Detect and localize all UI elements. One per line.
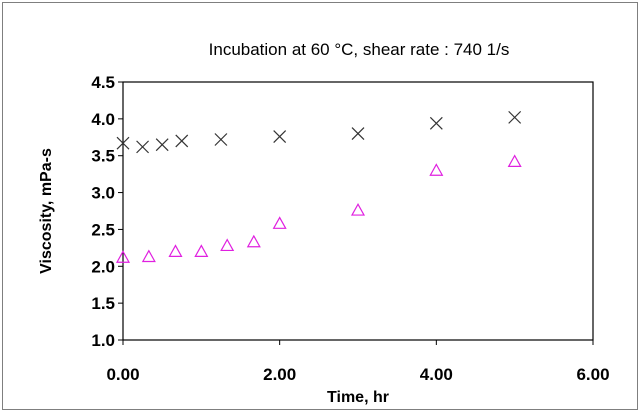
scatter-chart: Incubation at 60 °C, shear rate : 740 1/… [38, 40, 610, 406]
data-point-cross [508, 110, 522, 124]
x-tick-label: 4.00 [420, 365, 453, 384]
y-tick-label: 1.5 [91, 294, 115, 313]
data-point-triangle [246, 234, 261, 248]
data-point-cross [175, 134, 189, 148]
x-tick-label: 0.00 [106, 365, 139, 384]
x-axis-label: Time, hr [327, 389, 389, 406]
data-point-triangle [141, 249, 156, 263]
data-point-cross [214, 133, 228, 146]
data-point-cross [351, 127, 365, 141]
y-axis-ticks: 1.0 1.5 2.0 2.5 3.0 3.5 4.0 4.5 [91, 73, 123, 350]
chart-title: Incubation at 60 °C, shear rate : 740 1/… [209, 40, 510, 59]
data-points [115, 110, 522, 263]
y-tick-label: 4.5 [91, 73, 115, 92]
y-tick-label: 1.0 [91, 331, 115, 350]
data-point-cross [273, 130, 287, 143]
data-point-cross [116, 136, 130, 150]
x-axis-ticks: 0.00 2.00 4.00 6.00 [106, 340, 610, 384]
x-tick-label: 6.00 [576, 365, 609, 384]
data-point-triangle [507, 154, 522, 168]
data-point-triangle [429, 163, 444, 176]
plot-area [122, 81, 594, 341]
data-point-triangle [115, 250, 131, 263]
y-tick-label: 4.0 [91, 110, 115, 129]
data-point-triangle [272, 216, 287, 229]
data-point-cross [429, 116, 443, 130]
y-tick-label: 2.0 [91, 257, 115, 276]
y-tick-label: 2.5 [91, 220, 115, 239]
data-point-triangle [194, 244, 209, 257]
data-point-triangle [168, 244, 183, 257]
data-point-cross [155, 138, 169, 152]
data-point-triangle [350, 203, 366, 216]
y-tick-label: 3.5 [91, 147, 115, 166]
x-tick-label: 2.00 [263, 365, 296, 384]
data-point-triangle [220, 238, 235, 252]
y-axis-label: Viscosity, mPa-s [38, 148, 55, 274]
chart-frame: Incubation at 60 °C, shear rate : 740 1/… [2, 2, 638, 410]
data-point-cross [136, 140, 150, 154]
y-tick-label: 3.0 [91, 184, 115, 203]
